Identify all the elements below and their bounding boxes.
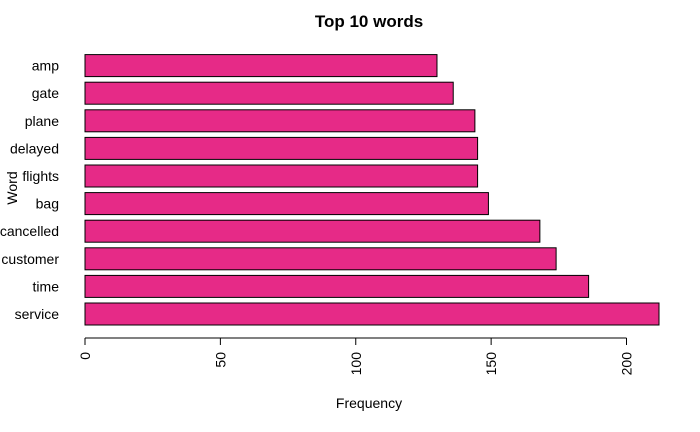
- x-ticks-group: 0 50 100 150 200: [77, 338, 635, 375]
- category-label-amp: amp: [32, 58, 59, 74]
- category-label-gate: gate: [32, 85, 59, 101]
- bar-cancelled: [84, 219, 541, 243]
- category-label-delayed: delayed: [10, 140, 59, 156]
- chart-title: Top 10 words: [315, 12, 423, 31]
- x-tick-label-0: 0: [77, 352, 93, 360]
- category-label-cancelled: cancelled: [0, 223, 59, 239]
- x-tick-label-150: 150: [483, 352, 499, 376]
- x-axis-label: Frequency: [336, 395, 402, 411]
- bar-flights: [84, 164, 479, 188]
- category-label-time: time: [33, 278, 60, 294]
- category-label-plane: plane: [25, 113, 59, 129]
- bar-gate: [84, 81, 454, 105]
- category-label-customer: customer: [1, 251, 59, 267]
- category-labels: service time customer cancelled bag flights de…: [0, 58, 59, 322]
- category-label-service: service: [15, 306, 60, 322]
- x-tick-label-200: 200: [619, 352, 635, 376]
- bar-amp: [84, 54, 438, 78]
- bars-group: [84, 54, 660, 326]
- bar-plane: [84, 109, 476, 133]
- category-label-flights: flights: [22, 168, 59, 184]
- y-axis-label: Word: [4, 171, 20, 204]
- x-tick-label-50: 50: [212, 352, 228, 368]
- x-tick-label-100: 100: [348, 352, 364, 376]
- bar-delayed: [84, 136, 479, 160]
- category-label-bag: bag: [36, 196, 59, 212]
- bar-time: [84, 274, 590, 298]
- bar-service: [84, 302, 660, 326]
- bar-customer: [84, 247, 557, 271]
- bar-bag: [84, 192, 489, 216]
